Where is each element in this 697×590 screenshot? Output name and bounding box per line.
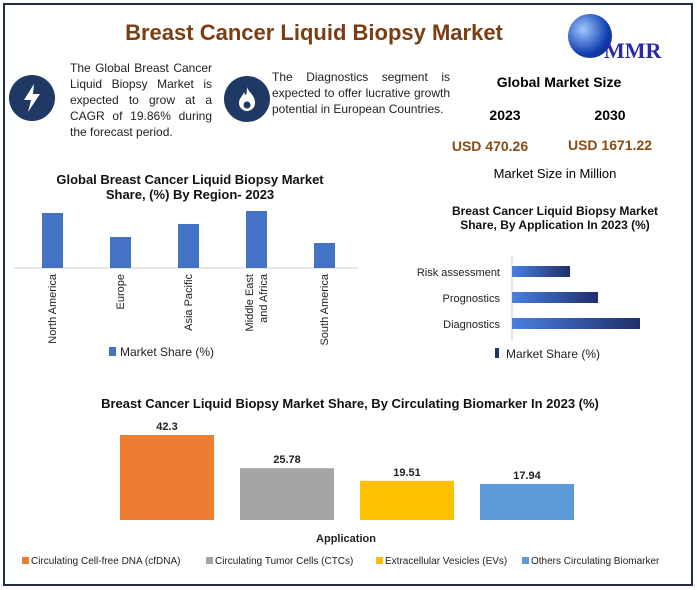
globe-icon	[568, 14, 612, 58]
legend-swatch	[495, 348, 499, 358]
tick-label: North America	[47, 273, 59, 344]
value-2023: USD 470.26	[451, 138, 529, 154]
legend-label: Extracellular Vesicles (EVs)	[385, 556, 507, 567]
legend-swatch	[376, 557, 383, 564]
bar-diagnostics	[512, 318, 640, 329]
lightning-icon	[9, 75, 55, 121]
bar-south-america	[314, 243, 335, 268]
flame-icon	[224, 76, 270, 122]
tick-label: and Africa	[258, 273, 270, 323]
application-chart: Risk assessment Prognostics Diagnostics Mar…	[417, 257, 640, 361]
bar-risk-assessment	[512, 266, 570, 277]
page-title: Breast Cancer Liquid Biopsy Market	[125, 20, 503, 45]
mmr-logo: MMR	[566, 14, 681, 74]
legend-swatch	[206, 557, 213, 564]
tick-label: Middle East	[244, 274, 256, 331]
bar-1	[120, 435, 214, 520]
bar-3	[360, 480, 454, 520]
bar-2	[240, 468, 334, 520]
bar-europe	[110, 237, 131, 268]
market-size-heading: Global Market Size	[496, 74, 622, 90]
bar-prognostics	[512, 292, 598, 303]
tick-label: South America	[319, 273, 331, 345]
legend-label: Circulating Cell-free DNA (cfDNA)	[31, 556, 180, 567]
bar-north-america	[42, 213, 63, 268]
x-axis-label: Application	[316, 533, 376, 545]
tick-label: Diagnostics	[443, 319, 500, 331]
application-chart-title: Breast Cancer Liquid Biopsy Market Share…	[451, 204, 659, 232]
tick-label: Prognostics	[443, 293, 501, 305]
tick-label: Risk assessment	[417, 267, 500, 279]
data-label: 17.94	[513, 470, 541, 482]
legend-label: Others Circulating Biomarker	[531, 556, 660, 567]
tick-label: Asia Pacific	[183, 274, 195, 331]
data-label: 25.78	[273, 454, 301, 466]
legend-label: Market Share (%)	[506, 347, 600, 361]
value-2030: USD 1671.22	[567, 137, 653, 153]
legend-swatch	[522, 557, 529, 564]
legend-swatch	[109, 347, 116, 356]
bar-4	[480, 483, 574, 520]
data-label: 19.51	[393, 467, 421, 479]
legend-swatch	[22, 557, 29, 564]
legend-label: Circulating Tumor Cells (CTCs)	[215, 556, 353, 567]
diagnostics-text: The Diagnostics segment is expected to o…	[272, 70, 450, 116]
biomarker-chart-title: Breast Cancer Liquid Biopsy Market Share…	[101, 396, 599, 411]
region-chart-title: Global Breast Cancer Liquid Biopsy Marke…	[56, 172, 324, 202]
biomarker-chart: 42.3 25.78 19.51 17.94 Application Circulatin…	[22, 421, 660, 567]
tick-label: Europe	[115, 274, 127, 309]
year-2030: 2030	[594, 107, 626, 123]
region-chart: North America Europe Asia Pacific Middle Ea…	[14, 211, 358, 359]
legend-label: Market Share (%)	[120, 345, 214, 359]
cagr-text: The Global Breast Cancer Liquid Biopsy M…	[70, 61, 212, 139]
year-2023: 2023	[489, 107, 521, 123]
data-label: 42.3	[156, 421, 177, 433]
frame	[3, 3, 693, 586]
market-size-unit: Market Size in Million	[493, 166, 617, 181]
bar-middle-east-and-africa	[246, 211, 267, 268]
bar-asia-pacific	[178, 224, 199, 268]
